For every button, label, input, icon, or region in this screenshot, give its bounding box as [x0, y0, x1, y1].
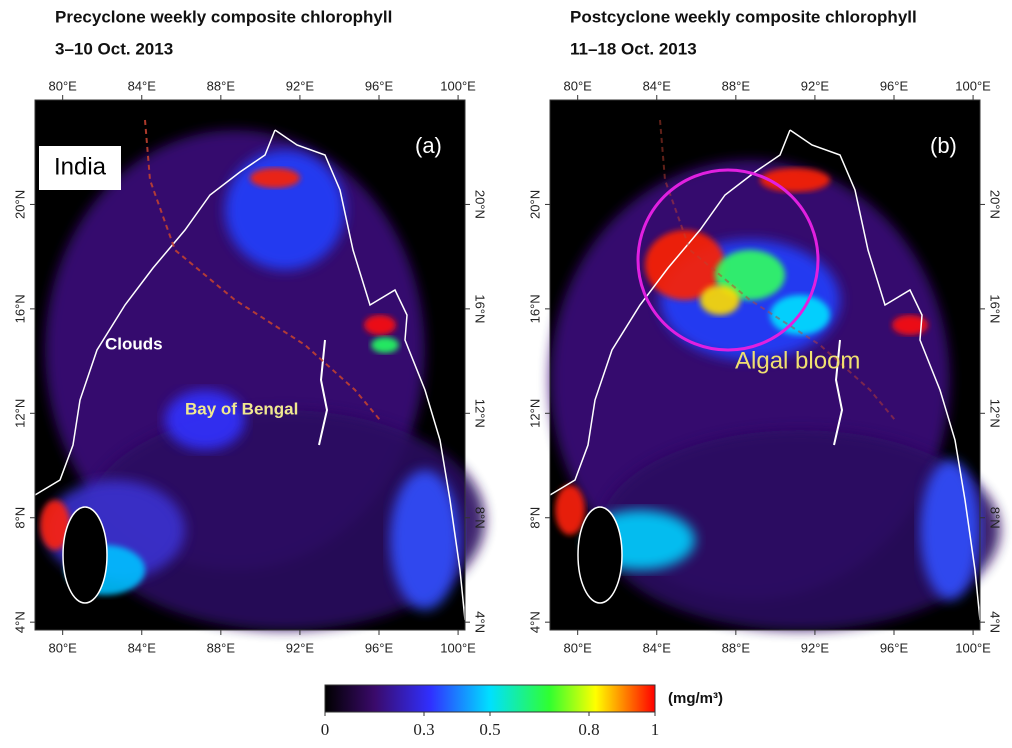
x-tick-label: 84°E [643, 640, 672, 655]
x-tick-label: 84°E [128, 78, 157, 93]
chlorophyll-patch [40, 500, 70, 550]
y-tick-label: 4°N [12, 611, 27, 633]
cyclone-track [659, 119, 896, 421]
colorbar-tick-label: 0 [321, 720, 330, 739]
chlorophyll-patch [165, 390, 245, 450]
y-tick-label: 16°N [527, 294, 542, 323]
annotation: Clouds [105, 334, 163, 353]
y-tick-label: 8°N [988, 507, 1003, 529]
y-tick-label: 20°N [527, 190, 542, 219]
map: (a) India Clouds Bay of Bengal 80°E 80°E 84°E 8… [12, 78, 487, 655]
colorbar-unit: (mg/m³) [668, 690, 723, 707]
x-tick-label: 96°E [365, 640, 394, 655]
colorbar-tick-label: 0.5 [479, 720, 500, 739]
x-tick-label: 92°E [801, 78, 830, 93]
map-frame [549, 99, 981, 631]
chlorophyll-patch [700, 285, 740, 315]
bloom-circle [636, 168, 820, 352]
x-tick-label: 88°E [207, 78, 236, 93]
chlorophyll-patch [555, 485, 585, 535]
chlorophyll-patch [715, 250, 785, 300]
colorbar-tick-label: 0.3 [413, 720, 434, 739]
annotation: Bay of Bengal [185, 399, 298, 418]
x-tick-label: 88°E [207, 640, 236, 655]
x-tick-label: 80°E [564, 640, 593, 655]
chlorophyll-patch [645, 230, 725, 300]
y-tick-label: 4°N [988, 611, 1003, 633]
x-tick-label: 96°E [365, 78, 394, 93]
panel-date: 3–10 Oct. 2013 [55, 39, 173, 58]
cyclone-track [144, 119, 381, 421]
x-tick-label: 80°E [49, 78, 78, 93]
coastline [789, 129, 981, 621]
y-tick-label: 16°N [988, 294, 1003, 323]
y-tick-label: 12°N [12, 399, 27, 428]
x-tick-label: 80°E [564, 78, 593, 93]
y-tick-label: 16°N [12, 294, 27, 323]
y-tick-label: 12°N [527, 399, 542, 428]
coastline [274, 129, 466, 621]
annotation: India [54, 153, 107, 180]
x-tick-label: 92°E [801, 640, 830, 655]
y-tick-label: 8°N [473, 507, 488, 529]
x-tick-label: 92°E [286, 640, 315, 655]
chlorophyll-patch [225, 150, 345, 270]
x-tick-label: 100°E [440, 78, 476, 93]
x-tick-label: 96°E [880, 78, 909, 93]
panel-title: Postcyclone weekly composite chlorophyll [570, 7, 917, 26]
x-tick-label: 88°E [722, 78, 751, 93]
y-tick-label: 12°N [473, 399, 488, 428]
x-tick-label: 100°E [955, 640, 991, 655]
y-tick-label: 20°N [473, 190, 488, 219]
panel-date: 11–18 Oct. 2013 [570, 39, 697, 58]
panel-label: (b) [930, 133, 957, 158]
map-frame [34, 99, 466, 631]
panel-label: (a) [415, 133, 442, 158]
x-tick-label: 84°E [643, 78, 672, 93]
colorbar-tick-label: 1 [651, 720, 660, 739]
y-tick-label: 8°N [12, 507, 27, 529]
chlorophyll-patch [600, 430, 1000, 630]
x-tick-label: 96°E [880, 640, 909, 655]
chlorophyll-patch [390, 470, 460, 610]
y-tick-label: 20°N [988, 190, 1003, 219]
x-tick-label: 84°E [128, 640, 157, 655]
chlorophyll-patch [364, 315, 396, 335]
chlorophyll-patch [371, 337, 399, 353]
coastline [549, 129, 791, 496]
annotation: Algal bloom [735, 347, 860, 374]
chlorophyll-patch [920, 460, 980, 600]
colorbar-tick-label: 0.8 [578, 720, 599, 739]
x-tick-label: 80°E [49, 640, 78, 655]
chlorophyll-patch [85, 410, 485, 630]
x-tick-label: 100°E [440, 640, 476, 655]
map: (b) Algal bloom 80°E 80°E 84°E 84°E 88°E 88°E 92… [527, 78, 1002, 655]
panel-title: Precyclone weekly composite chlorophyll [55, 7, 392, 26]
y-tick-label: 12°N [988, 399, 1003, 428]
chlorophyll-patch [250, 168, 300, 188]
chlorophyll-patch [892, 315, 928, 335]
x-tick-label: 100°E [955, 78, 991, 93]
y-tick-label: 4°N [473, 611, 488, 633]
coastline [34, 129, 276, 496]
y-tick-label: 8°N [527, 507, 542, 529]
y-tick-label: 16°N [473, 294, 488, 323]
y-tick-label: 4°N [527, 611, 542, 633]
y-tick-label: 20°N [12, 190, 27, 219]
sri-lanka [62, 506, 108, 604]
x-tick-label: 88°E [722, 640, 751, 655]
colorbar [324, 684, 656, 713]
sri-lanka [577, 506, 623, 604]
annotation-box [39, 146, 121, 190]
x-tick-label: 92°E [286, 78, 315, 93]
